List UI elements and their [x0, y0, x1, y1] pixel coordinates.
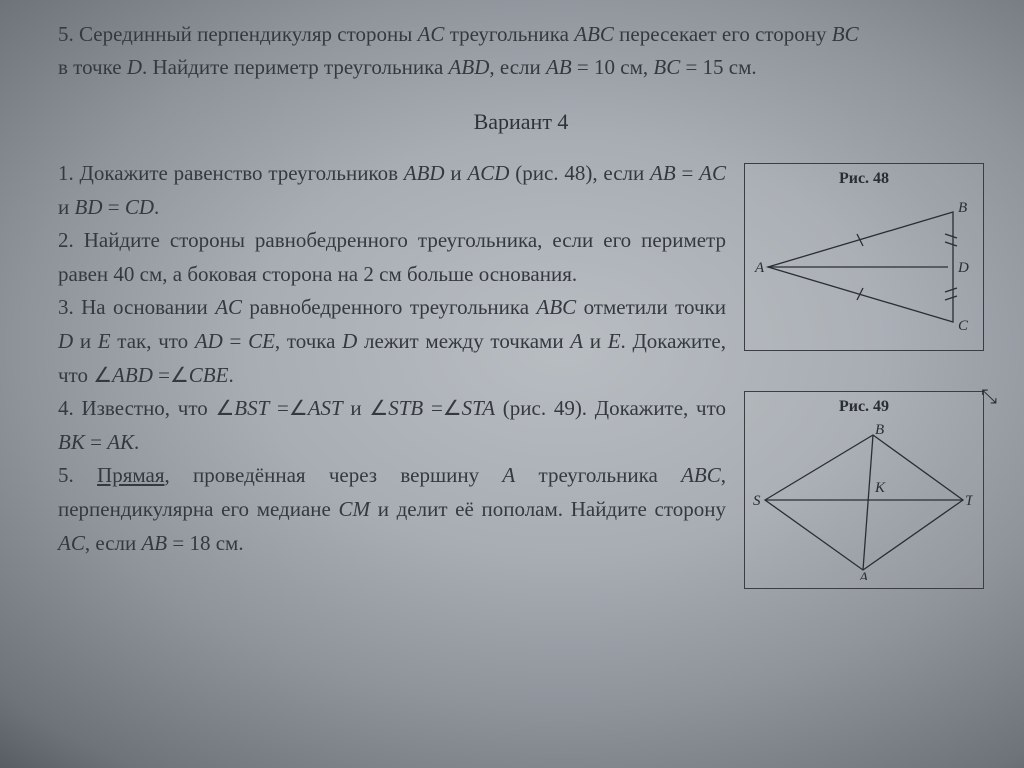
- label-S: S: [753, 493, 761, 509]
- problem-number: 5.: [58, 22, 74, 46]
- label-C: C: [958, 318, 969, 334]
- problem-number: 5.: [58, 463, 74, 487]
- figures-column: Рис. 48: [744, 157, 984, 589]
- problem-2: 2. Найдите стороны равнобедренного треуг…: [58, 224, 726, 291]
- content-row: 1. Докажите равенство треугольников ABD …: [58, 157, 984, 589]
- label-B: B: [875, 422, 884, 438]
- figure-49-svg: S T B A K: [753, 420, 973, 580]
- figure-49: Рис. 49 S T B A K: [744, 391, 984, 589]
- figure-48-svg: A B D C: [753, 192, 973, 342]
- problem-1: 1. Докажите равенство треугольников ABD …: [58, 157, 726, 224]
- problem-4: 4. Известно, что ∠BST =∠AST и ∠STB =∠STA…: [58, 392, 726, 459]
- problem-3: 3. На основании AC равнобедренного треуг…: [58, 291, 726, 392]
- variant-heading: Вариант 4: [58, 109, 984, 135]
- label-A: A: [858, 570, 869, 580]
- label-T: T: [965, 493, 973, 509]
- problem-number: 4.: [58, 396, 74, 420]
- problems-column: 1. Докажите равенство треугольников ABD …: [58, 157, 726, 589]
- label-A: A: [754, 260, 765, 276]
- problem-number: 1.: [58, 161, 74, 185]
- cursor-icon: ⤡: [981, 386, 997, 409]
- problem-number: 2.: [58, 228, 74, 252]
- label-D: D: [957, 260, 969, 276]
- problem-number: 3.: [58, 295, 74, 319]
- figure-title: Рис. 49: [753, 398, 975, 416]
- top-problem-5: 5. Серединный перпендикуляр стороны AC т…: [58, 18, 984, 83]
- label-B: B: [958, 200, 967, 216]
- page-container: 5. Серединный перпендикуляр стороны AC т…: [0, 0, 1024, 589]
- problem-5: 5. Прямая, проведённая через вершину A т…: [58, 459, 726, 560]
- figure-title: Рис. 48: [753, 170, 975, 188]
- figure-48: Рис. 48: [744, 163, 984, 351]
- label-K: K: [874, 480, 886, 496]
